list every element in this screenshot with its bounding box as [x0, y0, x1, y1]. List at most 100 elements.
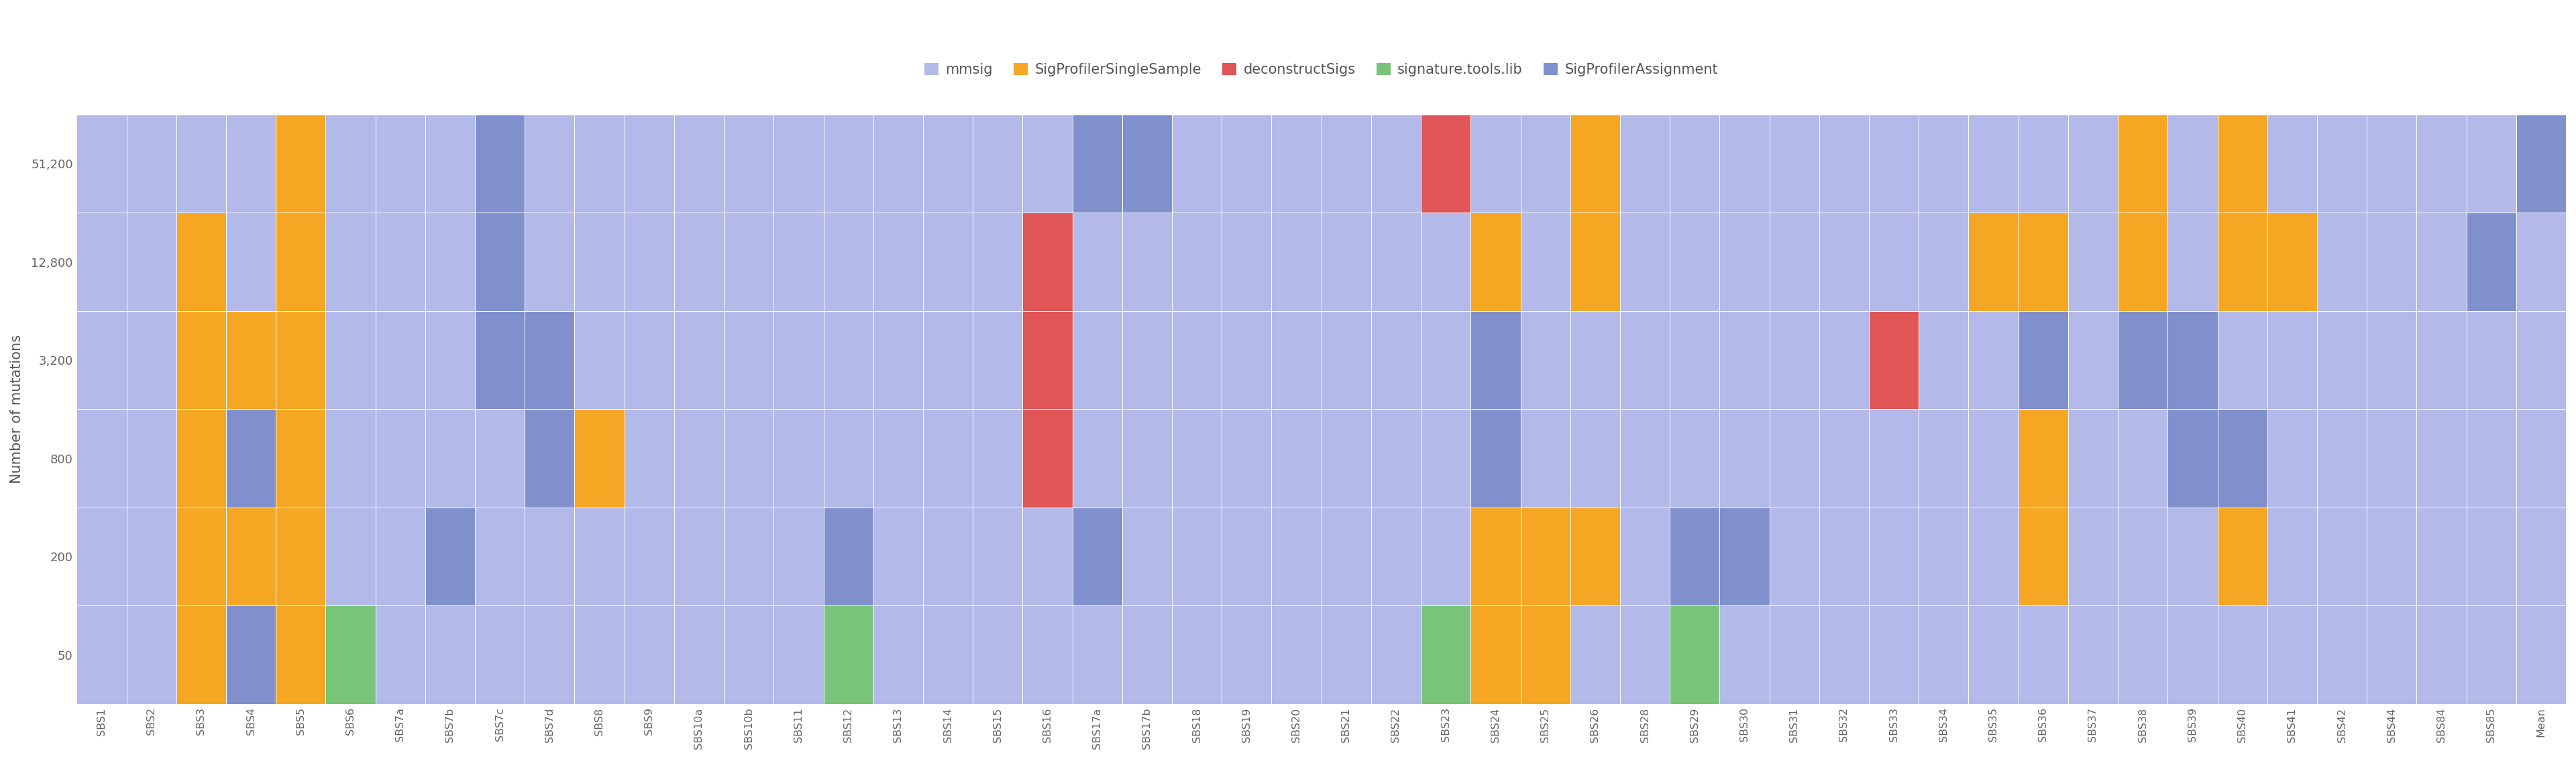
Bar — [824, 409, 873, 508]
Bar — [2218, 409, 2267, 508]
Bar — [325, 409, 376, 508]
Bar — [2517, 409, 2566, 508]
Bar — [376, 115, 425, 213]
Bar — [77, 311, 126, 409]
Bar — [1471, 508, 1520, 606]
Bar — [175, 311, 227, 409]
Bar — [1023, 409, 1072, 508]
Bar — [474, 115, 526, 213]
Bar — [2267, 606, 2316, 704]
Bar — [2367, 311, 2416, 409]
Bar — [474, 213, 526, 311]
Bar — [276, 311, 325, 409]
Bar — [1968, 213, 2020, 311]
Bar — [623, 409, 675, 508]
Bar — [1669, 409, 1721, 508]
Bar — [1721, 213, 1770, 311]
Bar — [974, 409, 1023, 508]
Bar — [2020, 606, 2069, 704]
Bar — [675, 409, 724, 508]
Bar — [276, 606, 325, 704]
Bar — [2465, 508, 2517, 606]
Bar — [2020, 115, 2069, 213]
Bar — [126, 213, 175, 311]
Bar — [2166, 508, 2218, 606]
Bar — [1172, 115, 1221, 213]
Bar — [227, 606, 276, 704]
Bar — [1819, 606, 1870, 704]
Bar — [1669, 508, 1721, 606]
Bar — [1520, 115, 1571, 213]
Bar — [2367, 115, 2416, 213]
Bar — [1620, 311, 1669, 409]
Bar — [773, 311, 824, 409]
Bar — [2166, 409, 2218, 508]
Bar — [2020, 213, 2069, 311]
Bar — [1123, 606, 1172, 704]
Bar — [2069, 508, 2117, 606]
Bar — [526, 311, 574, 409]
Bar — [175, 115, 227, 213]
Bar — [623, 311, 675, 409]
Bar — [474, 508, 526, 606]
Bar — [1370, 115, 1422, 213]
Bar — [1721, 606, 1770, 704]
Bar — [1023, 115, 1072, 213]
Bar — [2117, 115, 2166, 213]
Bar — [773, 213, 824, 311]
Bar — [724, 508, 773, 606]
Bar — [526, 213, 574, 311]
Bar — [574, 213, 623, 311]
Bar — [1370, 213, 1422, 311]
Bar — [474, 409, 526, 508]
Bar — [2517, 311, 2566, 409]
Bar — [824, 213, 873, 311]
Bar — [2316, 213, 2367, 311]
Bar — [1919, 409, 1968, 508]
Bar — [1770, 213, 1819, 311]
Bar — [675, 508, 724, 606]
Bar — [1471, 213, 1520, 311]
Bar — [1819, 508, 1870, 606]
Bar — [325, 311, 376, 409]
Bar — [1870, 606, 1919, 704]
Bar — [325, 508, 376, 606]
Bar — [526, 115, 574, 213]
Bar — [1321, 213, 1370, 311]
Bar — [276, 115, 325, 213]
Bar — [974, 115, 1023, 213]
Bar — [1620, 409, 1669, 508]
Bar — [2069, 115, 2117, 213]
Bar — [2117, 409, 2166, 508]
Bar — [1571, 311, 1620, 409]
Bar — [824, 115, 873, 213]
Bar — [227, 115, 276, 213]
Bar — [1072, 115, 1123, 213]
Bar — [1770, 409, 1819, 508]
Bar — [922, 606, 974, 704]
Bar — [724, 213, 773, 311]
Bar — [77, 115, 126, 213]
Bar — [2218, 606, 2267, 704]
Bar — [773, 606, 824, 704]
Bar — [425, 508, 474, 606]
Bar — [1072, 606, 1123, 704]
Legend: mmsig, SigProfilerSingleSample, deconstructSigs, signature.tools.lib, SigProfile: mmsig, SigProfilerSingleSample, deconstr… — [925, 63, 1718, 77]
Bar — [1471, 311, 1520, 409]
Bar — [1221, 508, 1273, 606]
Bar — [873, 508, 922, 606]
Bar — [1721, 409, 1770, 508]
Bar — [2020, 311, 2069, 409]
Bar — [974, 213, 1023, 311]
Bar — [126, 311, 175, 409]
Bar — [1520, 311, 1571, 409]
Bar — [2367, 508, 2416, 606]
Bar — [922, 115, 974, 213]
Bar — [675, 311, 724, 409]
Bar — [1273, 508, 1321, 606]
Bar — [675, 115, 724, 213]
Bar — [1123, 508, 1172, 606]
Bar — [2517, 213, 2566, 311]
Bar — [1471, 606, 1520, 704]
Bar — [2166, 115, 2218, 213]
